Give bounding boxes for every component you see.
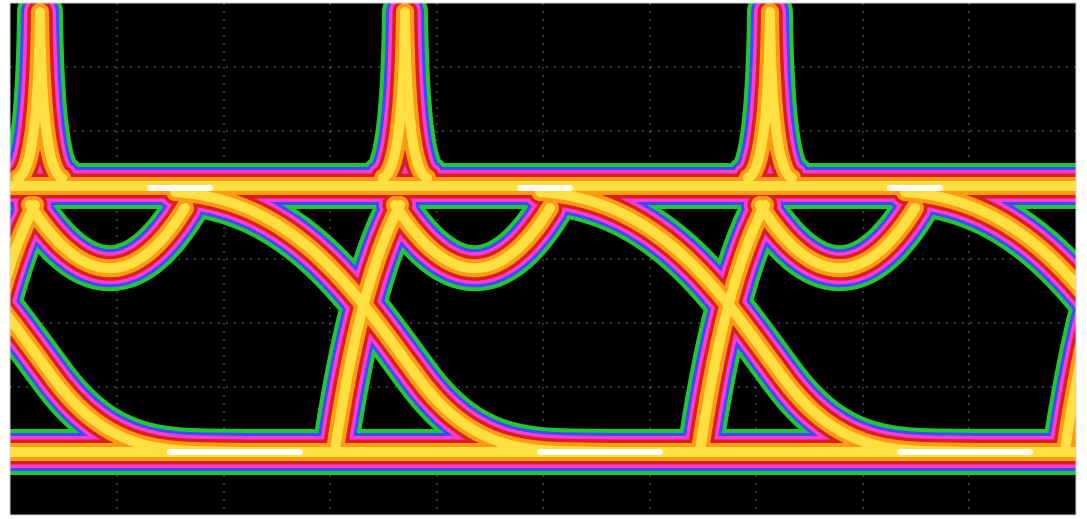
screen-border <box>9 2 1077 516</box>
trace-layer-white <box>147 185 1033 455</box>
eye-traces <box>0 12 1087 452</box>
